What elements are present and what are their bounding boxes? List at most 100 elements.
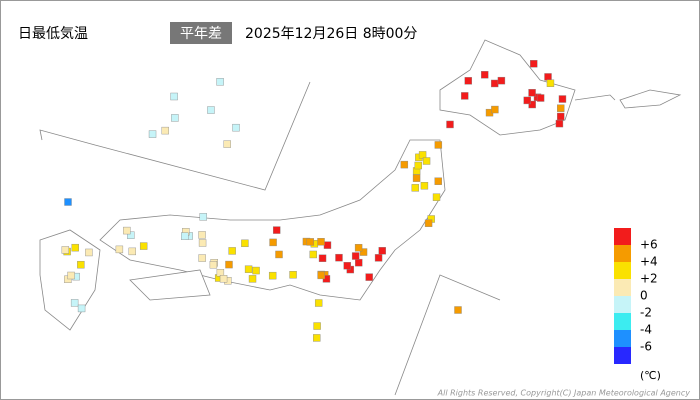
station [556, 112, 565, 121]
station [528, 89, 536, 97]
station [275, 250, 283, 259]
station [232, 123, 240, 132]
station [67, 271, 75, 280]
station [127, 231, 135, 239]
station [71, 243, 79, 252]
station [170, 92, 178, 101]
station [434, 141, 443, 149]
station [351, 252, 360, 260]
station [378, 247, 386, 255]
station [199, 213, 207, 221]
station [309, 250, 317, 259]
station [161, 126, 169, 135]
station [343, 262, 351, 270]
station [223, 140, 231, 148]
station [523, 96, 531, 105]
station [536, 94, 545, 102]
station [268, 271, 277, 280]
legend-label: -6 [640, 340, 652, 354]
station [313, 334, 321, 342]
station [546, 79, 555, 87]
station [446, 120, 454, 129]
station [181, 232, 189, 240]
station [252, 266, 260, 275]
station [70, 299, 79, 307]
legend-swatch [614, 296, 631, 313]
station [269, 238, 277, 247]
station [557, 104, 565, 112]
title: 日最低気温 [18, 26, 88, 42]
station [225, 260, 233, 269]
station [374, 254, 383, 262]
copyright: All Rights Reserved, Copyright(C) Japan … [437, 389, 691, 398]
station [414, 161, 422, 170]
station [216, 78, 224, 86]
station [306, 238, 315, 246]
station [228, 247, 236, 255]
stations [61, 60, 567, 342]
station [198, 231, 206, 239]
legend-label: 0 [640, 289, 648, 303]
station [424, 219, 433, 227]
station [139, 242, 148, 250]
station [128, 247, 137, 256]
station [558, 95, 567, 103]
badge-bg [170, 22, 232, 44]
station [171, 114, 179, 122]
station [318, 254, 327, 262]
station [219, 275, 228, 283]
station [61, 246, 70, 254]
legend-label: +6 [640, 238, 658, 252]
station [544, 73, 552, 81]
station [289, 271, 297, 279]
station [77, 260, 85, 269]
station [497, 76, 506, 85]
station [359, 248, 368, 256]
legend-label: +4 [640, 255, 658, 269]
station [313, 322, 321, 330]
station [85, 248, 93, 257]
legend-swatch [614, 245, 631, 262]
station [317, 271, 325, 280]
station [420, 182, 429, 190]
station [123, 226, 131, 235]
station [209, 261, 218, 269]
legend-unit: (℃) [640, 369, 661, 382]
station [411, 184, 420, 192]
datetime: 2025年12月26日 8時00分 [245, 26, 417, 42]
legend-label: -4 [640, 323, 652, 337]
legend-label: -2 [640, 306, 652, 320]
station [148, 130, 157, 138]
station [491, 105, 499, 114]
station [314, 299, 323, 307]
legend-swatch [614, 262, 631, 279]
legend-swatch [614, 347, 631, 364]
station [115, 245, 124, 254]
station [490, 79, 499, 88]
legend-swatch [614, 313, 631, 330]
station [461, 92, 469, 100]
station [354, 244, 363, 252]
station [64, 198, 72, 206]
station [77, 304, 86, 313]
station [481, 71, 489, 79]
station [244, 265, 253, 273]
legend-swatch [614, 330, 631, 347]
station [454, 306, 462, 314]
badge: 平年差 [180, 26, 222, 42]
station [432, 193, 441, 201]
station [335, 253, 343, 262]
station [400, 160, 409, 169]
station [434, 177, 442, 185]
legend: +6 +4 +2 0 -2 -4 -6 (℃) [614, 228, 661, 382]
station [422, 157, 431, 165]
station [530, 60, 538, 68]
legend-label: +2 [640, 272, 658, 286]
station [317, 238, 325, 246]
station [241, 239, 249, 248]
station [248, 275, 257, 283]
station [412, 174, 421, 182]
station [207, 106, 215, 114]
station [528, 100, 536, 109]
